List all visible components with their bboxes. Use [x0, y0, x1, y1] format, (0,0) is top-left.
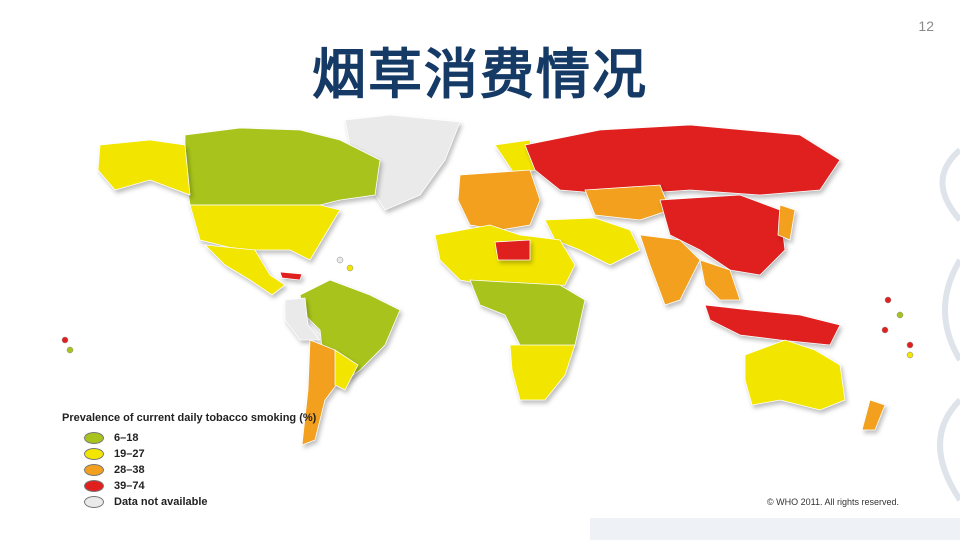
region-japan	[777, 204, 796, 241]
island-marker	[881, 326, 889, 334]
region-central-africa	[469, 279, 586, 356]
decorative-pattern	[920, 140, 960, 540]
region-india	[639, 234, 701, 306]
legend-swatch	[84, 448, 104, 460]
region-australia	[744, 339, 846, 411]
legend-title: Prevalence of current daily tobacco smok…	[62, 412, 317, 424]
copyright: © WHO 2011. All rights reserved.	[767, 497, 900, 507]
region-new-zealand	[861, 399, 886, 431]
page-title: 烟草消费情况	[312, 43, 648, 106]
region-indonesia	[704, 304, 841, 346]
island-marker	[884, 296, 892, 304]
region-cuba	[279, 271, 303, 281]
legend-swatch	[84, 464, 104, 476]
legend-item-6-18: 6–18	[84, 430, 316, 446]
page-number: 12	[918, 18, 934, 34]
legend-item-28-38: 28–38	[84, 462, 316, 478]
decorative-band	[590, 518, 960, 540]
region-alaska	[97, 139, 191, 196]
region-andes	[284, 297, 321, 341]
region-south-america-east	[334, 349, 359, 391]
island-marker	[61, 336, 69, 344]
island-marker	[336, 256, 344, 264]
island-marker	[346, 264, 354, 272]
region-mexico	[203, 244, 286, 296]
region-europe	[457, 169, 541, 231]
legend-swatch	[84, 432, 104, 444]
region-russia	[524, 124, 841, 196]
island-marker	[906, 341, 914, 349]
island-marker	[906, 351, 914, 359]
region-southeast-asia	[699, 259, 741, 301]
island-marker	[66, 346, 74, 354]
legend: Prevalence of current daily tobacco smok…	[62, 412, 316, 510]
legend-swatch	[84, 496, 104, 508]
legend-item-no-data: Data not available	[84, 494, 316, 510]
island-marker	[896, 311, 904, 319]
world-map	[61, 114, 914, 446]
region-libya	[494, 239, 531, 261]
legend-swatch	[84, 480, 104, 492]
legend-item-39-74: 39–74	[84, 478, 316, 494]
region-southern-africa	[509, 344, 576, 401]
region-usa	[189, 204, 341, 261]
legend-item-19-27: 19–27	[84, 446, 316, 462]
region-kazakhstan	[584, 184, 671, 221]
